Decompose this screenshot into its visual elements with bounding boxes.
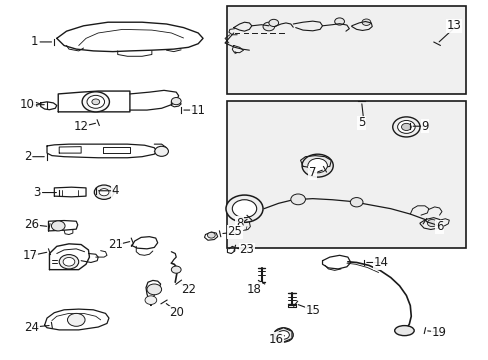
Circle shape <box>63 257 75 266</box>
Text: 25: 25 <box>227 225 242 238</box>
Circle shape <box>92 99 100 105</box>
Circle shape <box>67 314 85 326</box>
Text: 20: 20 <box>168 306 183 319</box>
Text: 24: 24 <box>24 320 39 333</box>
Text: 18: 18 <box>246 283 261 296</box>
Text: 7: 7 <box>308 166 316 179</box>
Text: 1: 1 <box>31 35 39 49</box>
Bar <box>227 6 466 94</box>
Text: 12: 12 <box>74 120 88 133</box>
Circle shape <box>51 221 65 231</box>
Text: 13: 13 <box>446 19 461 32</box>
Circle shape <box>277 330 289 339</box>
Bar <box>227 101 466 248</box>
Circle shape <box>82 92 109 112</box>
Circle shape <box>401 123 410 131</box>
Text: 4: 4 <box>111 184 119 197</box>
Circle shape <box>268 19 278 27</box>
Circle shape <box>87 95 104 108</box>
Text: 21: 21 <box>107 238 122 251</box>
Circle shape <box>155 146 168 156</box>
Text: 6: 6 <box>435 220 443 233</box>
Text: 16: 16 <box>268 333 283 346</box>
Text: 2: 2 <box>24 150 31 163</box>
Text: 23: 23 <box>239 243 254 256</box>
Text: 11: 11 <box>190 104 205 117</box>
Circle shape <box>302 154 332 177</box>
Text: 17: 17 <box>22 249 38 262</box>
Text: 8: 8 <box>235 216 243 230</box>
Circle shape <box>171 266 181 273</box>
Text: 15: 15 <box>305 305 320 318</box>
Ellipse shape <box>394 325 413 336</box>
Circle shape <box>290 194 305 205</box>
Circle shape <box>349 198 362 207</box>
Text: 10: 10 <box>20 98 35 111</box>
Circle shape <box>232 200 256 218</box>
Circle shape <box>427 220 436 226</box>
Text: 22: 22 <box>181 283 196 296</box>
Text: 19: 19 <box>431 326 446 339</box>
Circle shape <box>397 121 414 134</box>
Text: 14: 14 <box>373 256 388 269</box>
Text: 5: 5 <box>357 116 365 129</box>
Circle shape <box>94 185 114 199</box>
Circle shape <box>273 328 293 342</box>
Circle shape <box>99 189 109 196</box>
Polygon shape <box>275 328 291 342</box>
Circle shape <box>361 19 370 26</box>
Circle shape <box>392 117 419 137</box>
Circle shape <box>171 98 181 105</box>
Circle shape <box>147 284 161 295</box>
Text: 3: 3 <box>34 186 41 199</box>
Circle shape <box>263 22 274 31</box>
Text: 26: 26 <box>24 218 39 231</box>
Circle shape <box>145 296 157 305</box>
Text: 9: 9 <box>420 120 428 133</box>
Circle shape <box>334 18 344 25</box>
Circle shape <box>307 158 327 173</box>
Circle shape <box>59 255 79 269</box>
Circle shape <box>207 232 215 238</box>
Circle shape <box>225 195 263 222</box>
